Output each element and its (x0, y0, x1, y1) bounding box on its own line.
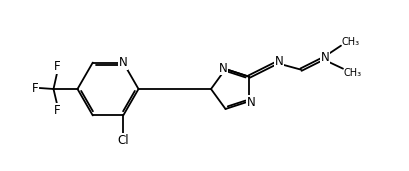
Text: CH₃: CH₃ (344, 68, 362, 78)
Text: N: N (274, 55, 283, 68)
Text: N: N (321, 51, 329, 64)
Text: N: N (247, 96, 255, 109)
Text: N: N (119, 56, 128, 69)
Text: F: F (54, 103, 61, 116)
Text: N: N (219, 62, 228, 75)
Text: Cl: Cl (117, 134, 129, 147)
Text: CH₃: CH₃ (342, 37, 360, 47)
Text: F: F (54, 61, 61, 74)
Text: F: F (32, 82, 39, 95)
